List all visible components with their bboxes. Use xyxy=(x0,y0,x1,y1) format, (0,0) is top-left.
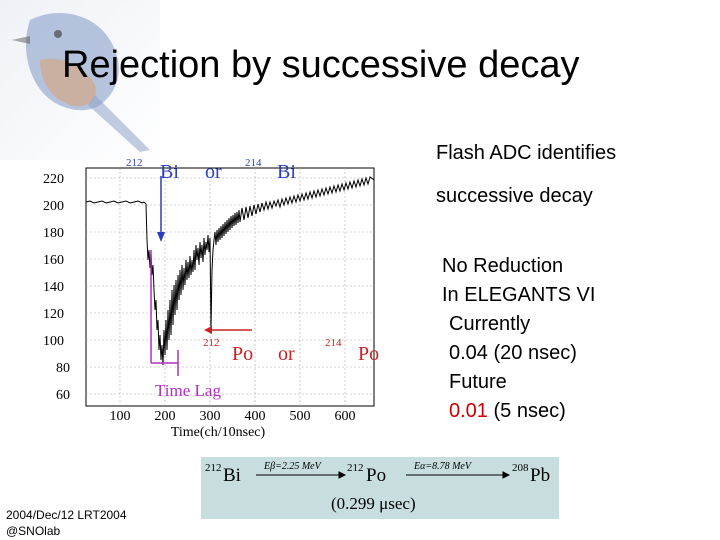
x-tick-label: 100 xyxy=(110,409,131,424)
y-tick-label: 120 xyxy=(43,307,64,322)
list-item: Future xyxy=(449,371,507,393)
y-tick-label: 160 xyxy=(43,253,64,268)
time-lag-bracket xyxy=(150,250,179,376)
y-tick-label: 200 xyxy=(43,199,64,214)
list-item: 0.04 (20 nsec) xyxy=(449,342,577,364)
y-tick-label: 60 xyxy=(56,388,70,403)
x-axis-label: Time(ch/10nsec) xyxy=(171,425,266,440)
waveform-plot: 220 200 180 160 140 120 100 80 60 100 20… xyxy=(43,157,379,440)
top-element-1: Bi xyxy=(160,161,179,183)
x-tick-label: 400 xyxy=(245,409,266,424)
bird-logo-image xyxy=(0,0,160,160)
y-tick-label: 100 xyxy=(43,334,64,349)
eq-mass-1: 212 xyxy=(205,462,222,474)
x-tick-label: 600 xyxy=(335,409,356,424)
list-item: Currently xyxy=(449,313,531,335)
y-tick-label: 80 xyxy=(56,361,70,376)
top-mass-2: 214 xyxy=(245,157,262,169)
eq-arrows xyxy=(256,471,511,479)
decay-equation-box: 212 Bi Eβ=2.25 MeV 212 Po Eα=8.78 MeV 20… xyxy=(201,457,559,519)
y-tick-label: 220 xyxy=(43,172,64,187)
time-lag-label: Time Lag xyxy=(155,381,221,400)
x-tick-label: 500 xyxy=(290,409,311,424)
x-tick-label: 300 xyxy=(200,409,221,424)
waveform-trace xyxy=(85,176,375,366)
mid-element-1: Po xyxy=(232,343,253,365)
mid-mass-2: 214 xyxy=(325,337,342,349)
po-arrow-head xyxy=(204,326,212,334)
footer-lab: @SNOlab xyxy=(6,524,61,538)
eq-mass-2: 212 xyxy=(347,462,364,474)
x-tick-label: 200 xyxy=(155,409,176,424)
footer-conference: 2004/Dec/12 LRT2004 xyxy=(6,508,127,522)
list-item: No Reduction xyxy=(442,255,564,277)
list-item: In ELEGANTS VI xyxy=(442,284,596,306)
eq-beta-energy: Eβ=2.25 MeV xyxy=(263,461,323,472)
eq-element-1: Bi xyxy=(223,465,241,486)
eq-mass-3: 208 xyxy=(512,462,529,474)
eq-halflife: (0.299 μsec) xyxy=(331,494,416,513)
note-line-1: Flash ADC identifies xyxy=(436,142,617,164)
y-tick-label: 140 xyxy=(43,280,64,295)
top-element-2: Bi xyxy=(277,161,296,183)
plot-frame xyxy=(85,167,375,407)
slide-title: Rejection by successive decay xyxy=(62,44,580,86)
mid-or: or xyxy=(278,343,295,365)
bi-arrow-head xyxy=(157,232,165,242)
note-line-2: successive decay xyxy=(436,185,593,207)
eq-alpha-energy: Eα=8.78 MeV xyxy=(413,461,473,472)
mid-element-2: Po xyxy=(358,343,379,365)
future-value-line: 0.01 (5 nsec) xyxy=(449,400,566,423)
plot-grid xyxy=(86,168,374,406)
top-mass-1: 212 xyxy=(126,157,143,169)
mid-mass-1: 212 xyxy=(203,337,220,349)
y-tick-label: 180 xyxy=(43,226,64,241)
eq-element-3: Pb xyxy=(530,465,550,486)
top-or: or xyxy=(205,161,222,183)
future-suffix: (5 nsec) xyxy=(487,400,566,422)
future-value: 0.01 xyxy=(449,400,488,422)
eq-element-2: Po xyxy=(366,465,386,486)
